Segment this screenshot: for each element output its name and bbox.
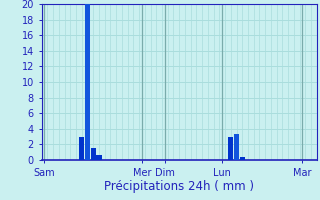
X-axis label: Précipitations 24h ( mm ): Précipitations 24h ( mm ) [104,180,254,193]
Bar [234,134,239,160]
Bar [79,137,84,160]
Bar [91,148,96,160]
Bar [85,4,90,160]
Bar [228,137,233,160]
Bar [96,155,101,160]
Bar [240,157,245,160]
